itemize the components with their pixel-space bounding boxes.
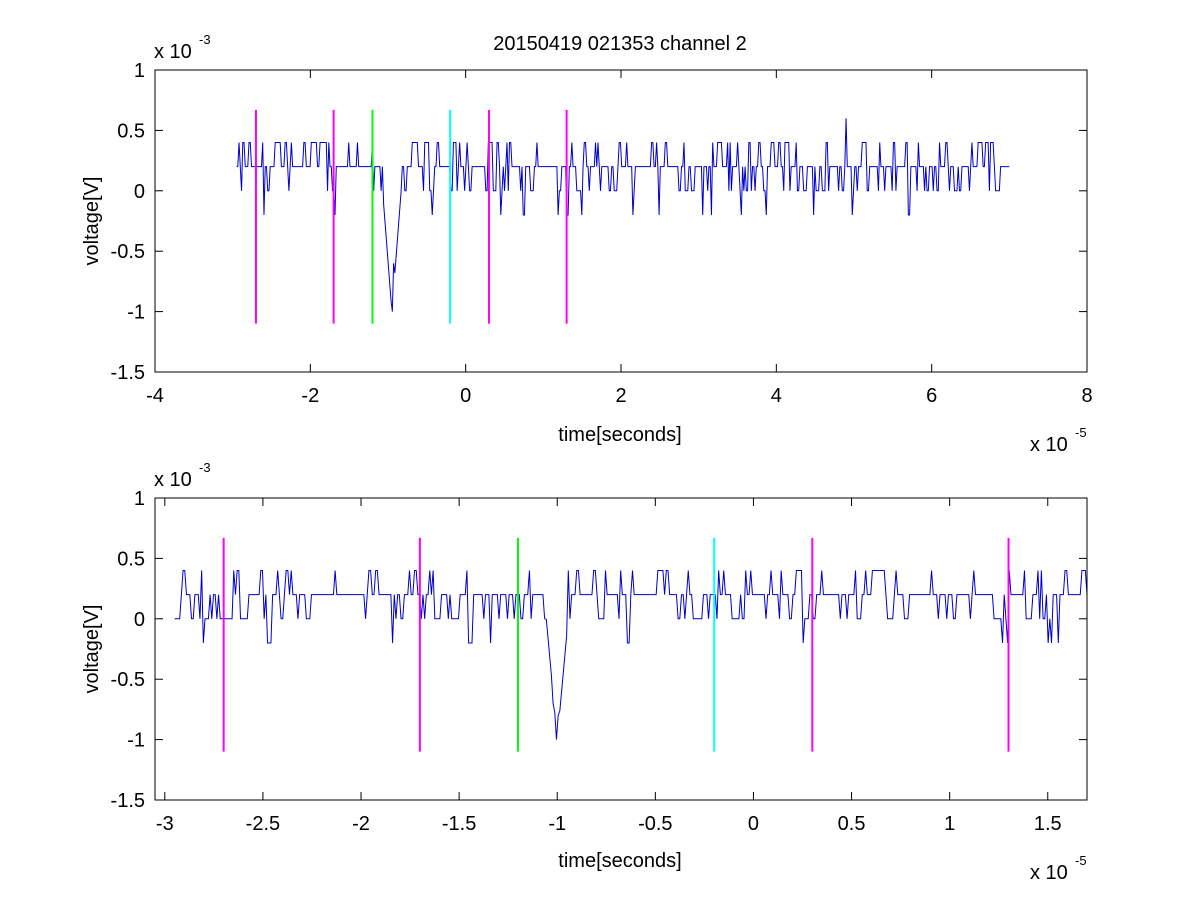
y-tick-label: -0.5 <box>111 669 145 691</box>
y-tick-label: -0.5 <box>111 241 145 263</box>
x-tick-label: 0.5 <box>838 813 866 835</box>
x-tick-label: 6 <box>926 385 937 407</box>
bottom-axes-frame <box>154 497 1088 801</box>
x-tick-label: -1 <box>548 813 566 835</box>
bottom-x-label: time[seconds] <box>558 850 681 872</box>
voltage-trace <box>236 118 1010 312</box>
y-tick-label: 1 <box>134 60 145 82</box>
top-signal <box>236 118 1010 312</box>
top-axes-ticks: -4 -2 0 2 4 6 8 1 0.5 0 -0.5 -1 -1.5 <box>111 60 1093 407</box>
y-tick-label: -1 <box>127 730 145 752</box>
x-tick-label: 0 <box>460 385 471 407</box>
top-markers <box>254 109 568 324</box>
top-y-exponent-power: -3 <box>199 32 211 47</box>
x-tick-label: -3 <box>156 813 174 835</box>
x-tick-label: -2 <box>352 813 370 835</box>
y-tick-label: 1 <box>134 488 145 510</box>
y-tick-label: -1 <box>127 302 145 324</box>
top-x-label: time[seconds] <box>558 424 681 446</box>
top-y-exponent-base: x 10 <box>154 41 192 63</box>
bottom-signal <box>174 569 1088 740</box>
x-tick-label: -2.5 <box>246 813 280 835</box>
x-tick-label: 1 <box>944 813 955 835</box>
bottom-markers <box>222 537 1010 752</box>
x-tick-label: 0 <box>748 813 759 835</box>
x-tick-label: -4 <box>146 385 164 407</box>
bottom-y-exponent-power: -3 <box>199 460 211 475</box>
bottom-y-label: voltage[V] <box>81 605 103 694</box>
top-y-label: voltage[V] <box>81 177 103 266</box>
y-tick-label: 0 <box>134 609 145 631</box>
x-tick-label: 4 <box>771 385 782 407</box>
bottom-x-exponent-power: -5 <box>1075 853 1087 868</box>
top-axes: 20150419 021353 channel 2 -4 -2 0 2 4 6 8 1 0.5 0… <box>81 32 1093 456</box>
x-tick-label: 1.5 <box>1034 813 1062 835</box>
y-tick-label: -1.5 <box>111 362 145 384</box>
voltage-trace <box>174 569 1088 740</box>
top-x-exponent-power: -5 <box>1075 425 1087 440</box>
y-tick-label: 0.5 <box>117 548 145 570</box>
bottom-y-exponent-base: x 10 <box>154 469 192 491</box>
y-tick-label: -1.5 <box>111 790 145 812</box>
y-tick-label: 0.5 <box>117 120 145 142</box>
bottom-axes-ticks: -3 -2.5 -2 -1.5 -1 -0.5 0 0.5 1 1.5 1 0.5 0 -0.5 -1 -1.… <box>111 488 1087 835</box>
top-x-exponent-base: x 10 <box>1030 434 1068 456</box>
x-tick-label: 2 <box>615 385 626 407</box>
x-tick-label: -0.5 <box>638 813 672 835</box>
top-axes-frame <box>154 69 1088 373</box>
x-tick-label: 8 <box>1081 385 1092 407</box>
x-tick-label: -2 <box>301 385 319 407</box>
top-chart-title: 20150419 021353 channel 2 <box>493 33 747 55</box>
x-tick-label: -1.5 <box>442 813 476 835</box>
bottom-axes: -3 -2.5 -2 -1.5 -1 -0.5 0 0.5 1 1.5 1 0.5 0 -0.5 -1 -1.… <box>81 460 1088 884</box>
y-tick-label: 0 <box>134 181 145 203</box>
bottom-x-exponent-base: x 10 <box>1030 862 1068 884</box>
